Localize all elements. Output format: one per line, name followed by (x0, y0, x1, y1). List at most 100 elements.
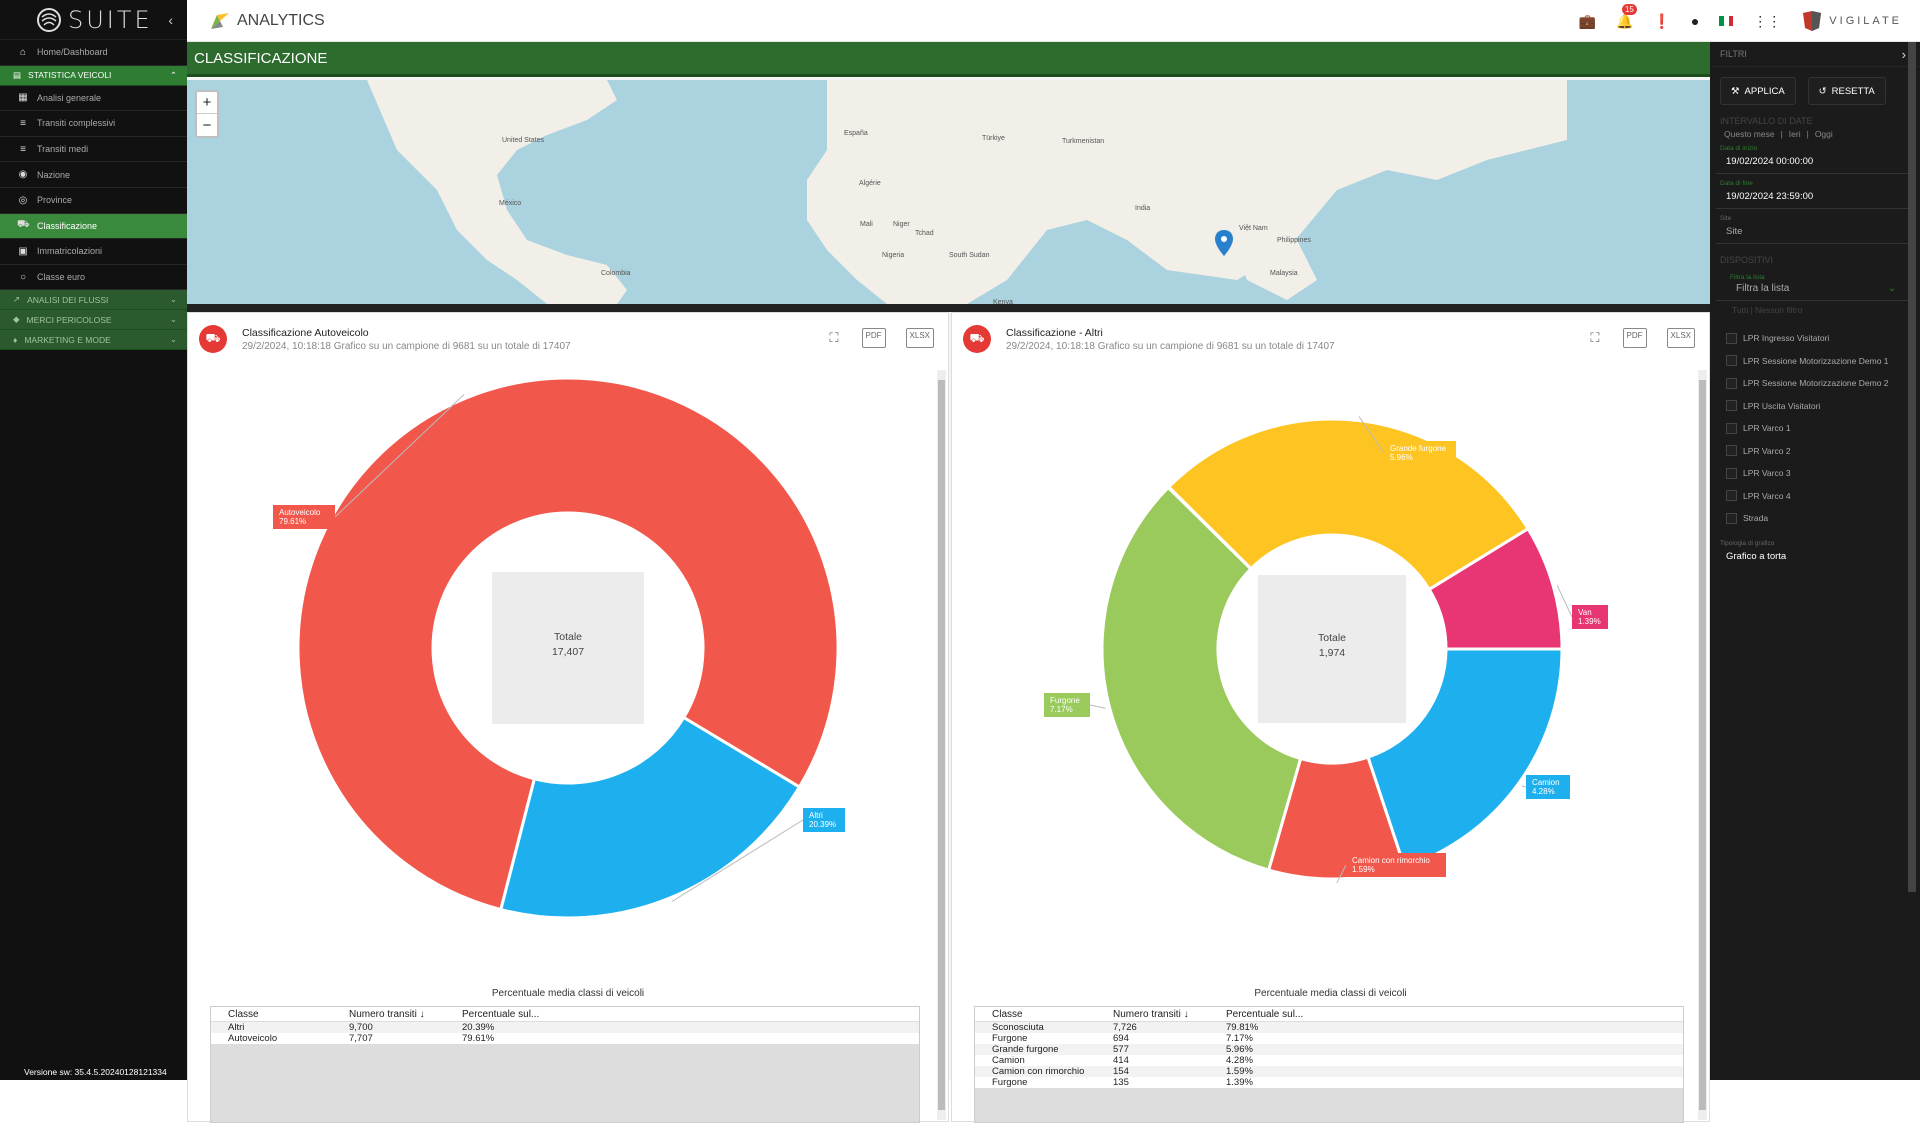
device-checkbox[interactable]: LPR Varco 4 (1710, 485, 1920, 508)
site-select[interactable]: Site (1716, 222, 1914, 244)
sidebar-item-analisi-generale[interactable]: ▦ Analisi generale (0, 86, 187, 112)
quick-today[interactable]: Oggi (1814, 129, 1833, 139)
vigilate-shield-icon (1803, 11, 1822, 31)
svg-text:1.59%: 1.59% (1352, 865, 1375, 874)
pdf-export-icon[interactable]: PDF (861, 328, 886, 348)
world-map[interactable]: + − United States México España Türkiye Algé… (187, 80, 1710, 304)
reset-button[interactable]: ↺ RESETTA (1807, 77, 1886, 105)
xlsx-export-icon[interactable]: XLSX (1666, 328, 1695, 348)
apps-grid-icon[interactable]: ⋮⋮ (1753, 12, 1782, 29)
table-cell: 135 (1113, 1077, 1129, 1088)
quick-yesterday[interactable]: Ieri (1788, 129, 1801, 139)
xlsx-export-icon[interactable]: XLSX (905, 328, 934, 348)
map-pin-icon[interactable] (1215, 230, 1233, 256)
pie-slice[interactable] (499, 715, 802, 920)
label-leader (671, 819, 804, 902)
bell-icon[interactable]: 🔔 15 (1616, 3, 1637, 30)
column-header[interactable]: Percentuale sul... (1226, 1008, 1304, 1020)
sidebar-item-province[interactable]: ◎ Province (0, 188, 187, 214)
table-row[interactable]: Furgone 694 7.17% (975, 1033, 1683, 1044)
device-label: LPR Sessione Motorizzazione Demo 2 (1743, 378, 1889, 389)
sidebar-item-home[interactable]: ⌂ Home/Dashboard (0, 40, 187, 66)
filters-scrollbar[interactable] (1908, 42, 1916, 892)
checkbox-icon (1726, 467, 1737, 479)
map-zoom-control[interactable]: + − (195, 90, 219, 138)
section-analisi-flussi[interactable]: ↗ ANALISI DEI FLUSSI ⌄ (0, 290, 187, 311)
device-checkbox[interactable]: LPR Varco 1 (1710, 417, 1920, 440)
section-statistica-veicoli[interactable]: ▤ STATISTICA VEICOLI ⌃ (0, 65, 187, 86)
column-header[interactable]: Numero transiti ↓ (1113, 1008, 1189, 1020)
map-label: United States (502, 137, 545, 144)
table-row[interactable]: Sconosciuta 7,726 79.81% (975, 1022, 1683, 1033)
label-leader (1358, 416, 1385, 454)
filter-list-input[interactable]: Filtra la lista ⌄ (1716, 281, 1914, 301)
label-leader (334, 394, 465, 518)
column-header[interactable]: Classe (228, 1008, 259, 1020)
table-cell: 79.61% (462, 1033, 495, 1044)
pdf-export-icon[interactable]: PDF (1622, 328, 1647, 348)
map-label: South Sudan (949, 252, 990, 259)
sidebar-item-immatricolazioni[interactable]: ▣ Immatricolazioni (0, 239, 187, 265)
table-row[interactable]: Furgone 135 1.39% (975, 1077, 1683, 1088)
map-divider (187, 304, 1710, 312)
italian-flag-icon[interactable] (1719, 16, 1734, 26)
label-leader (1556, 585, 1573, 618)
zoom-out-button[interactable]: − (202, 116, 212, 134)
section-merci-pericolose[interactable]: ◆ MERCI PERICOLOSE ⌄ (0, 310, 187, 331)
collapse-sidebar-icon[interactable]: ‹ (168, 11, 173, 28)
table-row[interactable]: Grande furgone 577 5.96% (975, 1044, 1683, 1055)
target-icon: ◎ (18, 194, 28, 206)
sidebar-logo: SUITE ‹ (0, 0, 187, 40)
section-marketing-mode[interactable]: ♦ MARKETING E MODE ⌄ (0, 330, 187, 351)
sidebar-item-transiti-medi[interactable]: ≡ Transiti medi (0, 137, 187, 163)
table-row[interactable]: Autoveicolo 7,707 79.61% (211, 1033, 919, 1044)
fullscreen-icon[interactable]: ⛶ (829, 330, 839, 345)
pie-slice[interactable] (296, 376, 840, 912)
svg-text:79.61%: 79.61% (279, 517, 306, 526)
device-checkbox[interactable]: LPR Varco 3 (1710, 462, 1920, 485)
column-header[interactable]: Numero transiti ↓ (349, 1008, 425, 1020)
map-land (367, 80, 1567, 304)
table-row[interactable]: Altri 9,700 20.39% (211, 1022, 919, 1033)
start-date-input[interactable]: 19/02/2024 00:00:00 (1716, 152, 1914, 174)
table-row[interactable]: Camion 414 4.28% (975, 1055, 1683, 1066)
all-none-toggle[interactable]: Tutti | Nessun filtro (1732, 305, 1803, 315)
device-checkbox[interactable]: LPR Sessione Motorizzazione Demo 1 (1710, 350, 1920, 373)
sidebar-item-transiti-complessivi[interactable]: ≡ Transiti complessivi (0, 111, 187, 137)
sidebar-item-classificazione[interactable]: ⛟ Classificazione (0, 213, 187, 240)
document-icon: ▤ (13, 69, 22, 80)
table-row[interactable]: Camion con rimorchio 154 1.59% (975, 1066, 1683, 1077)
device-checkbox[interactable]: LPR Uscita Visitatori (1710, 395, 1920, 418)
center-value: 1,974 (1319, 647, 1345, 659)
alert-icon[interactable]: ❗ (1653, 12, 1671, 29)
filter-list-label: Filtra la lista (1730, 274, 1765, 281)
chart-type-select[interactable]: Grafico a torta (1726, 550, 1787, 562)
checkbox-icon (1726, 512, 1737, 524)
device-checkbox[interactable]: Strada (1710, 507, 1920, 530)
svg-text:20.39%: 20.39% (809, 820, 836, 829)
column-header[interactable]: Classe (992, 1008, 1023, 1020)
end-date-input[interactable]: 19/02/2024 23:59:00 (1716, 187, 1914, 209)
apply-button[interactable]: ⚒ APPLICA (1720, 77, 1796, 105)
device-checkbox[interactable]: LPR Sessione Motorizzazione Demo 2 (1710, 372, 1920, 395)
sidebar-item-classe-euro[interactable]: ○ Classe euro (0, 265, 187, 291)
fullscreen-icon[interactable]: ⛶ (1590, 330, 1600, 345)
briefcase-icon[interactable]: 💼 (1578, 12, 1596, 29)
checkbox-icon (1726, 377, 1737, 389)
zoom-in-button[interactable]: + (197, 92, 217, 114)
panel-scrollbar[interactable] (1698, 370, 1707, 1120)
sidebar-item-nazione[interactable]: ◉ Nazione (0, 162, 187, 188)
panel-scrollbar[interactable] (937, 370, 946, 1120)
device-checkbox[interactable]: LPR Varco 2 (1710, 440, 1920, 463)
close-filters-icon[interactable]: › (1901, 46, 1906, 62)
column-header[interactable]: Percentuale sul... (462, 1008, 540, 1020)
pie-slice[interactable] (1100, 485, 1303, 872)
map-label: Kenya (993, 299, 1013, 304)
device-label: LPR Ingresso Visitatori (1743, 333, 1830, 344)
user-icon[interactable]: ● (1690, 13, 1700, 29)
device-checkbox[interactable]: LPR Ingresso Visitatori (1710, 327, 1920, 350)
map-label: Colombia (601, 270, 631, 277)
quick-this-month[interactable]: Questo mese (1724, 129, 1775, 139)
